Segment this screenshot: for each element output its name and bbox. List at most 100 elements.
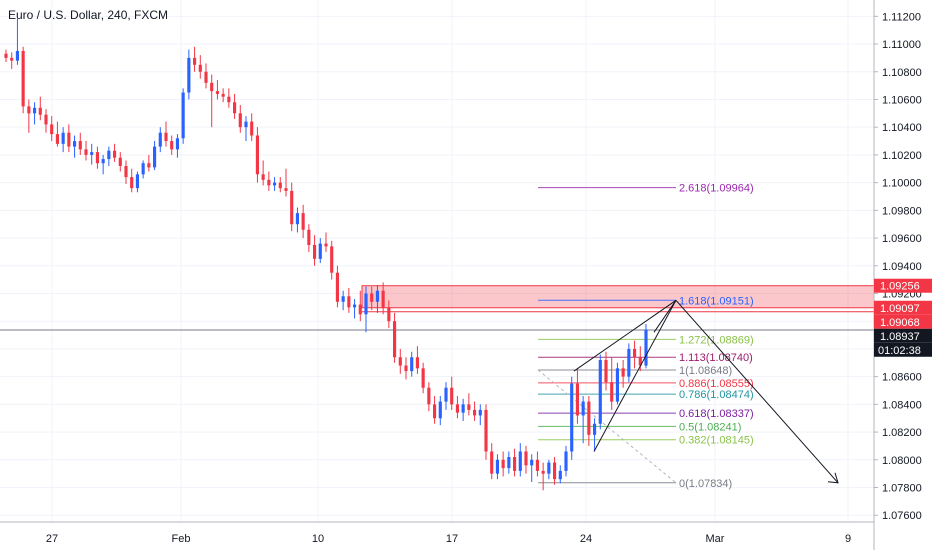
candle-body (581, 401, 585, 416)
candle-body (73, 141, 77, 147)
candle-body (438, 401, 442, 419)
candle-body (461, 404, 465, 413)
candle-body (198, 64, 202, 72)
candle-body (255, 135, 259, 175)
candle-body (627, 348, 631, 377)
candle-body (381, 290, 385, 308)
price-label-box (874, 314, 932, 329)
candle-body (347, 296, 351, 308)
candle-body (473, 409, 477, 416)
candle-body (284, 188, 288, 191)
y-tick-label: 1.10000 (882, 178, 922, 190)
candle-body (267, 179, 271, 186)
candle-body (604, 360, 608, 383)
candle-body (353, 304, 357, 308)
candle-body (38, 107, 42, 115)
candle-body (130, 177, 134, 189)
y-tick-label: 1.08600 (882, 372, 922, 384)
projection-arrow-line (675, 299, 839, 484)
candle-body (415, 357, 419, 369)
fib-level-label: 1(1.08648) (679, 365, 732, 377)
candle-body (244, 121, 248, 128)
resistance-zone (361, 285, 875, 309)
candle-body (501, 459, 505, 469)
candle-body (204, 71, 208, 83)
candle-body (187, 57, 191, 93)
candle-body (553, 462, 557, 480)
candle-body (113, 150, 117, 158)
price-label-box (874, 300, 932, 315)
candle-body (598, 360, 602, 424)
x-tick-label: 24 (580, 533, 592, 545)
candle-body (341, 296, 345, 302)
candle-body (78, 141, 82, 150)
candle-body (564, 451, 568, 471)
fib-level-label: 0(1.07834) (679, 478, 732, 490)
y-tick-label: 1.09600 (882, 233, 922, 245)
candle-body (21, 50, 25, 107)
candle-body (210, 82, 214, 92)
price-label-box (874, 328, 932, 343)
candle-body (50, 124, 54, 135)
annotations-back (0, 187, 875, 484)
candle-body (233, 102, 237, 114)
candle-body (615, 368, 619, 402)
fib-level-label: 1.618(1.09151) (679, 295, 754, 307)
candle-body (250, 121, 254, 136)
y-tick-label: 1.10600 (882, 94, 922, 106)
candle-body (95, 152, 99, 164)
fib-level-label: 0.886(1.08555) (679, 378, 754, 390)
candle-body (278, 182, 282, 189)
y-tick-label: 1.07800 (882, 483, 922, 495)
candle-body (164, 132, 168, 142)
candle-body (141, 163, 145, 175)
candle-body (524, 451, 528, 466)
candle-body (290, 190, 294, 225)
candle-body (547, 462, 551, 474)
price-label: 1.09256 (880, 281, 920, 293)
candle-body (410, 357, 414, 372)
y-axis: 1.11200 1.11000 1.10800 1.10600 1.10400 1.102… (873, 0, 922, 550)
y-tick-label: 1.08200 (882, 427, 922, 439)
candle-body (518, 451, 522, 471)
candle-body (307, 229, 311, 245)
fib-level-label: 0.786(1.08474) (679, 389, 754, 401)
candles (4, 19, 648, 491)
candle-body (318, 243, 322, 259)
candle-body (530, 459, 534, 466)
candle-body (67, 132, 71, 147)
candle-body (513, 457, 517, 471)
wedge-upper-line (573, 299, 677, 372)
countdown-box (874, 342, 932, 357)
annotations-front: 2.618(1.09964) 1.618(1.09151) 1.272(1.0886… (573, 183, 839, 490)
candle-body (261, 174, 265, 180)
candle-body (633, 348, 637, 358)
x-tick-label: 27 (46, 533, 58, 545)
candle-body (124, 165, 128, 178)
candle-body (621, 368, 625, 377)
candle-body (118, 157, 122, 166)
candle-body (330, 246, 334, 273)
y-tick-label: 1.07600 (882, 510, 922, 522)
candle-body (15, 50, 19, 61)
y-tick-label: 1.09400 (882, 261, 922, 273)
candle-body (10, 57, 14, 61)
price-label-box (874, 278, 932, 293)
candle-body (387, 307, 391, 322)
candle-body (55, 134, 59, 144)
candle-body (193, 57, 197, 65)
candle-body (644, 329, 648, 366)
price-label: 1.08937 (880, 331, 920, 343)
y-tick-label: 1.11000 (882, 39, 921, 51)
y-tick-label: 1.09800 (882, 205, 922, 217)
candle-body (610, 382, 614, 402)
fib-level-label: 2.618(1.09964) (679, 183, 754, 195)
candle-body (335, 272, 339, 302)
candle-body (135, 174, 139, 189)
fib-level-label: 0.382(1.08145) (679, 435, 754, 447)
candle-body (370, 293, 374, 302)
x-tick-label: 17 (446, 533, 458, 545)
candle-body (147, 163, 151, 168)
